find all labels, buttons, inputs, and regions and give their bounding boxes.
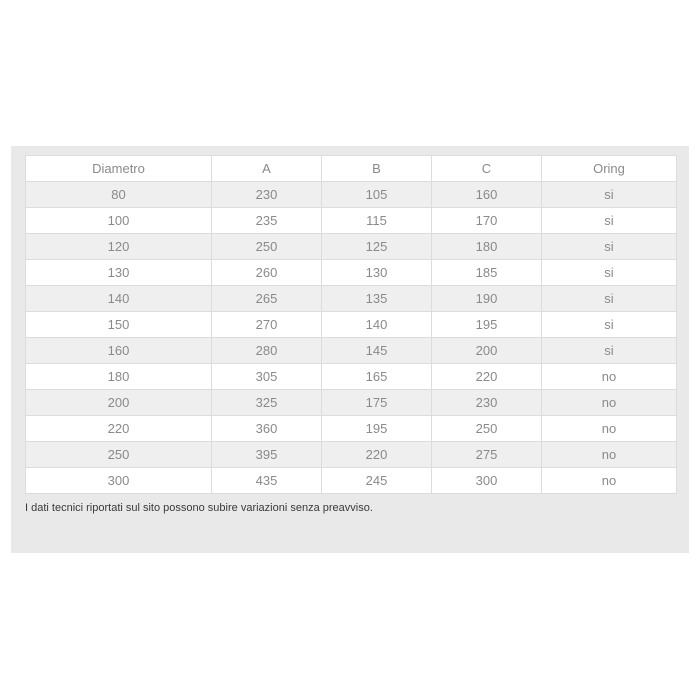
table-cell: 300 bbox=[431, 467, 542, 494]
table-cell: 145 bbox=[321, 337, 432, 364]
table-cell: 395 bbox=[211, 441, 322, 468]
table-cell: 180 bbox=[431, 233, 542, 260]
header-c: C bbox=[431, 155, 542, 182]
table-row: 160 280 145 200 si bbox=[25, 337, 677, 364]
table-cell: 140 bbox=[25, 285, 212, 312]
dimensions-table: Diametro A B C Oring 80 230 105 160 si 100 235… bbox=[25, 155, 677, 494]
table-row: 120 250 125 180 si bbox=[25, 233, 677, 260]
table-cell: no bbox=[541, 441, 677, 468]
table-row: 180 305 165 220 no bbox=[25, 363, 677, 390]
table-cell: 160 bbox=[431, 181, 542, 208]
table-cell: 270 bbox=[211, 311, 322, 338]
table-cell: 160 bbox=[25, 337, 212, 364]
table-cell: 195 bbox=[431, 311, 542, 338]
table-cell: 250 bbox=[25, 441, 212, 468]
table-cell: no bbox=[541, 389, 677, 416]
header-oring: Oring bbox=[541, 155, 677, 182]
table-cell: si bbox=[541, 233, 677, 260]
table-cell: 150 bbox=[25, 311, 212, 338]
table-row: 220 360 195 250 no bbox=[25, 415, 677, 442]
table-row: 80 230 105 160 si bbox=[25, 181, 677, 208]
table-cell: 105 bbox=[321, 181, 432, 208]
table-cell: si bbox=[541, 337, 677, 364]
table-cell: si bbox=[541, 207, 677, 234]
table-cell: 250 bbox=[431, 415, 542, 442]
table-row: 130 260 130 185 si bbox=[25, 259, 677, 286]
table-cell: 175 bbox=[321, 389, 432, 416]
table-cell: 220 bbox=[431, 363, 542, 390]
header-diametro: Diametro bbox=[25, 155, 212, 182]
header-a: A bbox=[211, 155, 322, 182]
table-cell: 360 bbox=[211, 415, 322, 442]
table-cell: 130 bbox=[25, 259, 212, 286]
table-cell: 245 bbox=[321, 467, 432, 494]
table-cell: 305 bbox=[211, 363, 322, 390]
table-cell: 165 bbox=[321, 363, 432, 390]
table-header-row: Diametro A B C Oring bbox=[25, 155, 677, 182]
table-cell: 180 bbox=[25, 363, 212, 390]
table-cell: 235 bbox=[211, 207, 322, 234]
table-cell: 230 bbox=[431, 389, 542, 416]
table-row: 200 325 175 230 no bbox=[25, 389, 677, 416]
table-cell: 140 bbox=[321, 311, 432, 338]
table-cell: 280 bbox=[211, 337, 322, 364]
table-cell: si bbox=[541, 259, 677, 286]
table-cell: 200 bbox=[431, 337, 542, 364]
table-cell: 185 bbox=[431, 259, 542, 286]
table-cell: no bbox=[541, 363, 677, 390]
technical-data-panel: Diametro A B C Oring 80 230 105 160 si 100 235… bbox=[11, 146, 689, 553]
table-cell: no bbox=[541, 467, 677, 494]
table-cell: 230 bbox=[211, 181, 322, 208]
table-cell: 170 bbox=[431, 207, 542, 234]
table-cell: 100 bbox=[25, 207, 212, 234]
table-cell: 80 bbox=[25, 181, 212, 208]
table-cell: 220 bbox=[25, 415, 212, 442]
table-cell: 250 bbox=[211, 233, 322, 260]
table-cell: 260 bbox=[211, 259, 322, 286]
header-b: B bbox=[321, 155, 432, 182]
table-cell: si bbox=[541, 311, 677, 338]
table-cell: 200 bbox=[25, 389, 212, 416]
table-cell: no bbox=[541, 415, 677, 442]
table-cell: 125 bbox=[321, 233, 432, 260]
table-row: 250 395 220 275 no bbox=[25, 441, 677, 468]
table-cell: 195 bbox=[321, 415, 432, 442]
table-cell: 435 bbox=[211, 467, 322, 494]
table-cell: 265 bbox=[211, 285, 322, 312]
table-cell: 120 bbox=[25, 233, 212, 260]
table-row: 300 435 245 300 no bbox=[25, 467, 677, 494]
table-cell: 220 bbox=[321, 441, 432, 468]
table-cell: 190 bbox=[431, 285, 542, 312]
table-cell: 275 bbox=[431, 441, 542, 468]
table-row: 150 270 140 195 si bbox=[25, 311, 677, 338]
table-cell: 325 bbox=[211, 389, 322, 416]
table-cell: si bbox=[541, 285, 677, 312]
disclaimer-note: I dati tecnici riportati sul sito posson… bbox=[25, 502, 373, 514]
table-row: 140 265 135 190 si bbox=[25, 285, 677, 312]
table-cell: 130 bbox=[321, 259, 432, 286]
table-row: 100 235 115 170 si bbox=[25, 207, 677, 234]
table-cell: 115 bbox=[321, 207, 432, 234]
table-cell: si bbox=[541, 181, 677, 208]
table-cell: 300 bbox=[25, 467, 212, 494]
table-cell: 135 bbox=[321, 285, 432, 312]
